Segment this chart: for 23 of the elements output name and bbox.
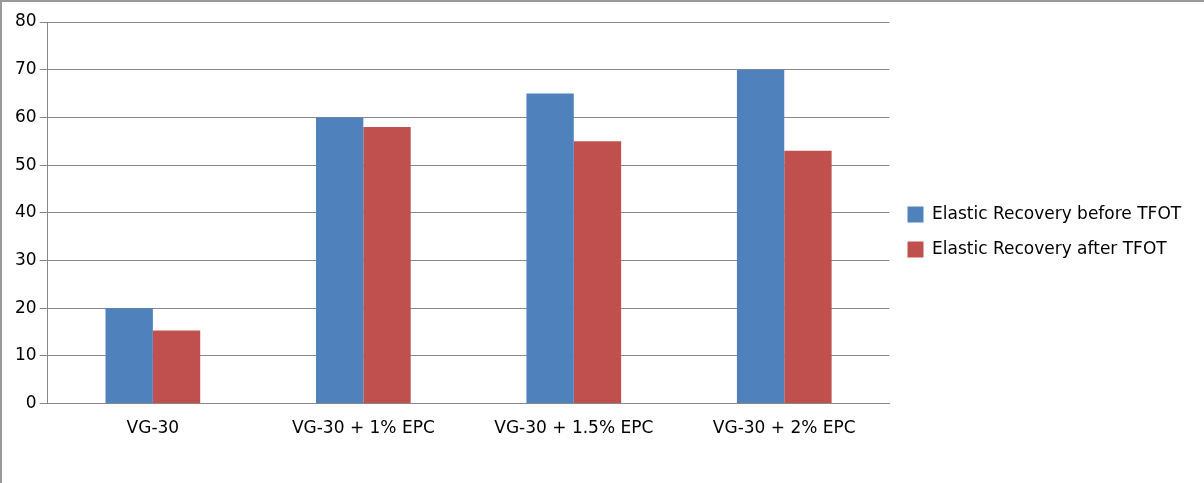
bar bbox=[526, 93, 574, 404]
x-tick-label: VG-30 bbox=[126, 417, 180, 438]
legend-label: Elastic Recovery before TFOT bbox=[932, 202, 1182, 223]
y-tick-label: 80 bbox=[14, 10, 37, 31]
bar bbox=[152, 330, 201, 404]
y-tick-label: 40 bbox=[14, 201, 37, 222]
legend-label: Elastic Recovery after TFOT bbox=[932, 237, 1168, 258]
y-tick-label: 50 bbox=[14, 153, 37, 174]
bar bbox=[315, 117, 364, 404]
bar bbox=[573, 141, 622, 404]
y-tick-label: 60 bbox=[14, 105, 37, 126]
x-tick-label: VG-30 + 1% EPC bbox=[291, 417, 435, 438]
y-tick-label: 10 bbox=[14, 344, 37, 365]
bar bbox=[784, 150, 832, 404]
y-tick-label: 70 bbox=[14, 58, 37, 79]
y-tick-label: 20 bbox=[14, 296, 37, 317]
x-tick-label: VG-30 + 2% EPC bbox=[712, 417, 856, 438]
y-tick-label: 0 bbox=[25, 392, 37, 413]
bar bbox=[105, 308, 153, 404]
x-tick-label: VG-30 + 1.5% EPC bbox=[494, 417, 654, 438]
bar bbox=[363, 126, 411, 404]
bar bbox=[736, 69, 785, 404]
y-tick-label: 30 bbox=[14, 248, 37, 269]
